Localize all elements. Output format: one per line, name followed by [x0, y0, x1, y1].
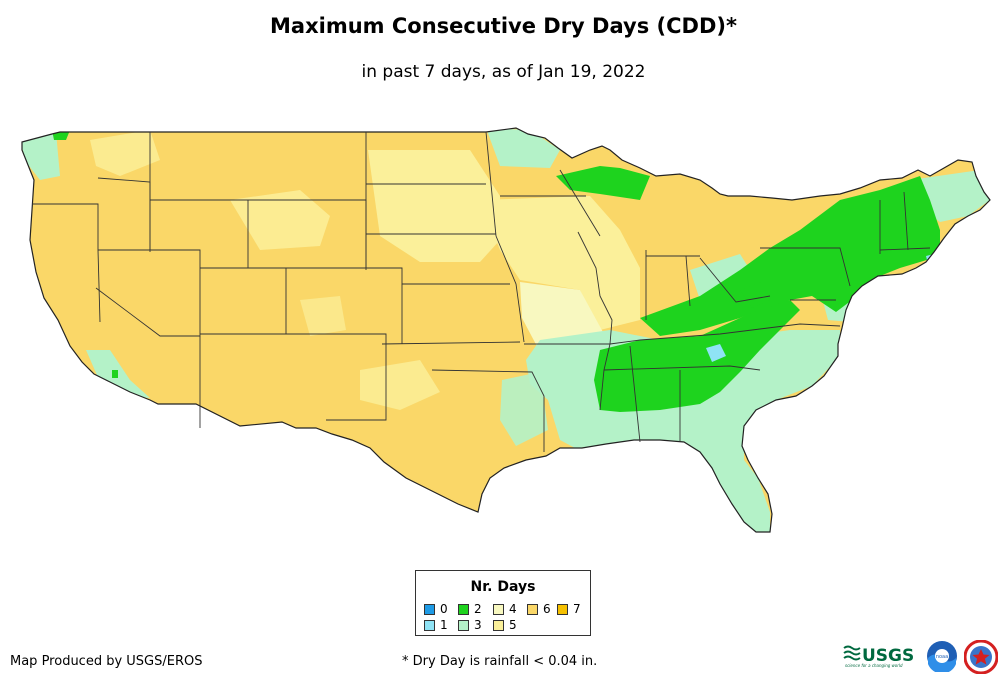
nws-star-icon — [972, 649, 990, 665]
legend-item-2: 2 — [458, 602, 482, 616]
legend-item-7: 7 — [557, 602, 581, 616]
legend-title: Nr. Days — [470, 579, 536, 595]
legend-label: 5 — [509, 618, 517, 632]
legend-item-1: 1 — [424, 618, 448, 632]
usgs-logo: USGS science for a changing world — [843, 645, 914, 668]
legend-item-3: 3 — [458, 618, 482, 632]
legend-swatch — [458, 603, 469, 615]
legend-box: Nr. Days 0 1 2 3 4 5 6 7 — [415, 570, 591, 636]
legend-item-0: 0 — [424, 602, 448, 616]
legend-swatch — [493, 603, 504, 615]
legend-swatch — [493, 619, 504, 631]
noaa-wordmark: noaa — [936, 654, 948, 660]
nws-logo — [964, 640, 998, 674]
legend-swatch — [424, 619, 435, 631]
legend-item-5: 5 — [493, 618, 517, 632]
legend-label: 1 — [440, 618, 448, 632]
legend-swatch — [527, 603, 538, 615]
legend-label: 7 — [573, 602, 581, 616]
legend-label: 4 — [509, 602, 517, 616]
map-subtitle: in past 7 days, as of Jan 19, 2022 — [361, 62, 646, 82]
legend-item-4: 4 — [493, 602, 517, 616]
legend-item-6: 6 — [527, 602, 551, 616]
legend-label: 2 — [474, 602, 482, 616]
legend-swatch — [458, 619, 469, 631]
usgs-wordmark: USGS — [862, 646, 914, 666]
legend-swatch — [557, 603, 568, 615]
usgs-tagline: science for a changing world — [845, 663, 903, 668]
noaa-logo: noaa — [927, 641, 957, 672]
legend-swatch — [424, 603, 435, 615]
usgs-wave-icon — [843, 645, 861, 661]
legend-label: 0 — [440, 602, 448, 616]
map-credit: Map Produced by USGS/EROS — [10, 654, 203, 669]
legend-label: 3 — [474, 618, 482, 632]
map-title: Maximum Consecutive Dry Days (CDD)* — [270, 14, 737, 38]
dry-day-footnote: * Dry Day is rainfall < 0.04 in. — [402, 654, 598, 669]
us-dry-days-map — [21, 127, 991, 533]
legend-label: 6 — [543, 602, 551, 616]
